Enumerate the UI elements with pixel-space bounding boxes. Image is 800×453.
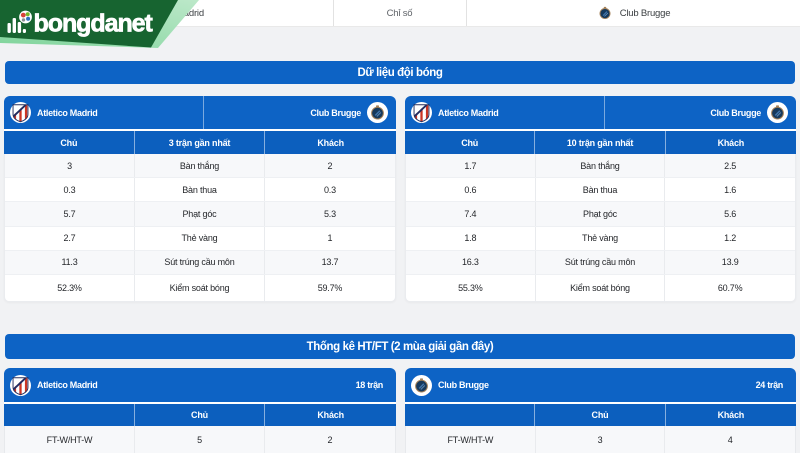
svg-text:bongdanet: bongdanet bbox=[34, 10, 154, 38]
